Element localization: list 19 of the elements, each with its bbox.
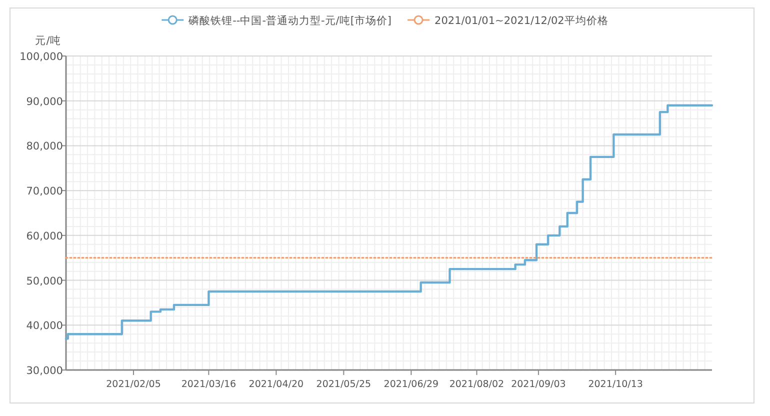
y-axis-title: 元/吨 xyxy=(35,34,61,47)
x-tick-label: 2021/02/05 xyxy=(106,379,161,390)
y-tick-label: 100,000 xyxy=(20,51,63,63)
y-tick-label: 40,000 xyxy=(26,320,63,332)
y-tick-label: 80,000 xyxy=(26,140,63,153)
y-tick-label: 90,000 xyxy=(26,96,63,108)
x-tick-label: 2021/09/03 xyxy=(511,379,566,390)
y-tick-label: 30,000 xyxy=(26,365,63,377)
y-tick-label: 50,000 xyxy=(26,275,63,288)
y-tick-label: 70,000 xyxy=(26,186,63,198)
x-tick-label: 2021/10/13 xyxy=(588,379,643,390)
x-tick-label: 2021/04/20 xyxy=(248,379,304,390)
x-tick-label: 2021/05/25 xyxy=(316,379,372,390)
x-tick-label: 2021/03/16 xyxy=(181,379,236,390)
y-tick-label: 60,000 xyxy=(26,230,63,242)
x-tick-label: 2021/06/29 xyxy=(384,379,439,390)
x-tick-label: 2021/08/02 xyxy=(449,379,504,390)
legend-label: 2021/01/01~2021/12/02平均价格 xyxy=(434,15,608,27)
legend-label: 磷酸铁锂--中国-普通动力型-元/吨[市场价] xyxy=(188,14,392,27)
